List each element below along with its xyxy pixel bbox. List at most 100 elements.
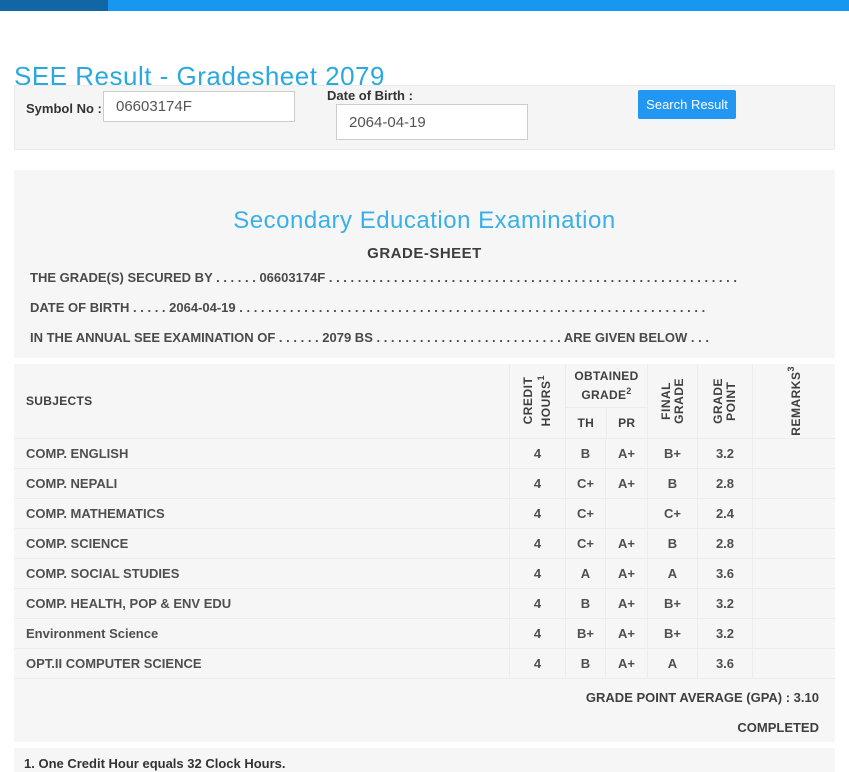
cell-grade-point: 3.2 — [697, 619, 752, 648]
table-row: COMP. HEALTH, POP & ENV EDU 4 B A+ B+ 3.2 — [14, 588, 835, 618]
cell-grade-point: 2.4 — [697, 499, 752, 528]
status-completed: COMPLETED — [737, 720, 819, 735]
cell-th-grade: C+ — [565, 499, 605, 528]
cell-remarks — [752, 559, 835, 588]
intro-line-examination-of: IN THE ANNUAL SEE EXAMINATION OF . . . .… — [30, 330, 709, 345]
cell-subject: COMP. SOCIAL STUDIES — [26, 566, 180, 581]
cell-pr-grade: A+ — [605, 559, 647, 588]
cell-subject: COMP. NEPALI — [26, 476, 118, 491]
table-row: COMP. ENGLISH 4 B A+ B+ 3.2 — [14, 438, 835, 468]
cell-grade-point: 3.6 — [697, 559, 752, 588]
section-divider — [14, 742, 835, 748]
cell-pr-grade — [605, 499, 647, 528]
header-credit-hours-label: CREDIT HOURS1 — [521, 375, 553, 427]
header-th-pr-row: TH PR — [566, 408, 647, 438]
header-subjects: SUBJECTS — [14, 364, 509, 438]
cell-subject: COMP. ENGLISH — [26, 446, 129, 461]
cell-th-grade: B+ — [565, 619, 605, 648]
cell-pr-grade: A+ — [605, 439, 647, 468]
header-credit-hours: CREDIT HOURS1 — [509, 364, 565, 438]
cell-grade-point: 3.2 — [697, 439, 752, 468]
cell-final-grade: B+ — [647, 439, 697, 468]
table-header-row: SUBJECTS CREDIT HOURS1 OBTAINED GRADE2 TH… — [14, 364, 835, 438]
section-divider — [14, 358, 835, 364]
gradesheet-panel: Secondary Education Examination GRADE-SH… — [14, 170, 835, 772]
table-row: COMP. SCIENCE 4 C+ A+ B 2.8 — [14, 528, 835, 558]
cell-th-grade: B — [565, 649, 605, 678]
credit-hour-footnote: 1. One Credit Hour equals 32 Clock Hours… — [24, 756, 286, 771]
table-row: COMP. MATHEMATICS 4 C+ C+ 2.4 — [14, 498, 835, 528]
cell-remarks — [752, 529, 835, 558]
top-accent-bar-dark-segment — [0, 0, 108, 11]
cell-credit-hours: 4 — [509, 619, 565, 648]
cell-subject: COMP. HEALTH, POP & ENV EDU — [26, 596, 232, 611]
search-form: Symbol No : Date of Birth : Search Resul… — [14, 85, 835, 150]
intro-line-date-of-birth: DATE OF BIRTH . . . . . 2064-04-19 . . .… — [30, 300, 706, 315]
cell-remarks — [752, 439, 835, 468]
header-pr: PR — [605, 408, 648, 438]
cell-grade-point: 3.6 — [697, 649, 752, 678]
date-of-birth-input[interactable] — [336, 104, 528, 140]
header-grade-point: GRADE POINT — [697, 364, 752, 438]
header-final-grade-label: FINAL GRADE — [658, 378, 686, 424]
cell-pr-grade: A+ — [605, 469, 647, 498]
table-row: COMP. SOCIAL STUDIES 4 A A+ A 3.6 — [14, 558, 835, 588]
cell-grade-point: 2.8 — [697, 469, 752, 498]
cell-th-grade: A — [565, 559, 605, 588]
header-remarks-label: REMARKS3 — [786, 366, 803, 436]
cell-subject: COMP. MATHEMATICS — [26, 506, 165, 521]
header-remarks: REMARKS3 — [752, 364, 835, 438]
cell-pr-grade: A+ — [605, 619, 647, 648]
search-result-button[interactable]: Search Result — [638, 90, 736, 119]
grades-table: SUBJECTS CREDIT HOURS1 OBTAINED GRADE2 TH… — [14, 364, 835, 679]
table-row: OPT.II COMPUTER SCIENCE 4 B A+ A 3.6 — [14, 648, 835, 678]
cell-grade-point: 2.8 — [697, 529, 752, 558]
table-rows: COMP. ENGLISH 4 B A+ B+ 3.2 COMP. NEPALI 4 C+ A+ B… — [14, 438, 835, 678]
cell-final-grade: B+ — [647, 589, 697, 618]
cell-credit-hours: 4 — [509, 559, 565, 588]
header-obtained-grade-group: OBTAINED GRADE2 TH PR — [565, 364, 647, 438]
symbol-no-input[interactable] — [103, 91, 295, 122]
cell-subject: COMP. SCIENCE — [26, 536, 129, 551]
cell-final-grade: B — [647, 469, 697, 498]
top-accent-bar — [0, 0, 849, 11]
cell-th-grade: B — [565, 589, 605, 618]
cell-remarks — [752, 649, 835, 678]
cell-final-grade: C+ — [647, 499, 697, 528]
cell-remarks — [752, 619, 835, 648]
cell-credit-hours: 4 — [509, 499, 565, 528]
cell-th-grade: B — [565, 439, 605, 468]
cell-subject: OPT.II COMPUTER SCIENCE — [26, 656, 202, 671]
cell-grade-point: 3.2 — [697, 589, 752, 618]
table-row: Environment Science 4 B+ A+ B+ 3.2 — [14, 618, 835, 648]
header-th: TH — [577, 416, 595, 430]
header-grade-point-label: GRADE POINT — [711, 378, 738, 424]
cell-final-grade: A — [647, 559, 697, 588]
header-obtained-grade: OBTAINED GRADE2 — [566, 364, 647, 408]
cell-credit-hours: 4 — [509, 439, 565, 468]
cell-th-grade: C+ — [565, 529, 605, 558]
header-final-grade: FINAL GRADE — [647, 364, 697, 438]
table-row: COMP. NEPALI 4 C+ A+ B 2.8 — [14, 468, 835, 498]
intro-line-secured-by: THE GRADE(S) SECURED BY . . . . . . 0660… — [30, 270, 737, 285]
cell-credit-hours: 4 — [509, 649, 565, 678]
cell-remarks — [752, 499, 835, 528]
cell-th-grade: C+ — [565, 469, 605, 498]
cell-pr-grade: A+ — [605, 589, 647, 618]
symbol-no-label: Symbol No : — [26, 101, 102, 116]
gpa-line: GRADE POINT AVERAGE (GPA) : 3.10 — [585, 690, 819, 705]
cell-remarks — [752, 589, 835, 618]
cell-credit-hours: 4 — [509, 529, 565, 558]
cell-pr-grade: A+ — [605, 649, 647, 678]
cell-credit-hours: 4 — [509, 469, 565, 498]
date-of-birth-label: Date of Birth : — [327, 88, 413, 103]
cell-pr-grade: A+ — [605, 529, 647, 558]
cell-credit-hours: 4 — [509, 589, 565, 618]
gradesheet-title: Secondary Education Examination — [233, 207, 616, 234]
cell-final-grade: B — [647, 529, 697, 558]
cell-subject: Environment Science — [26, 626, 159, 641]
cell-final-grade: B+ — [647, 619, 697, 648]
cell-remarks — [752, 469, 835, 498]
gradesheet-subtitle: GRADE-SHEET — [367, 245, 482, 262]
header-subjects-label: SUBJECTS — [26, 394, 93, 408]
